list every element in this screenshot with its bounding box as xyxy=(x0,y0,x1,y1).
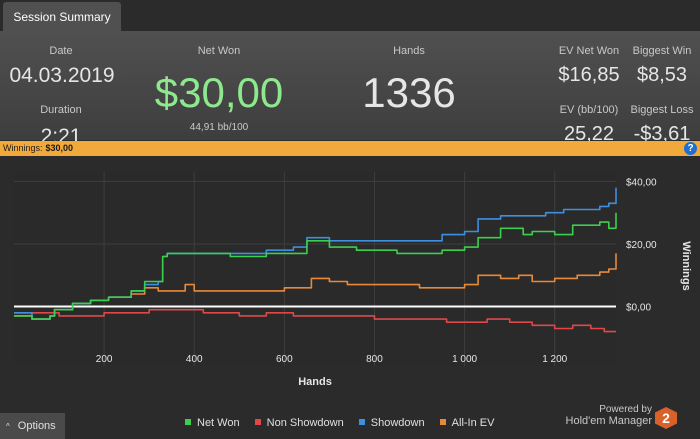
x-tick-label: 600 xyxy=(276,354,293,365)
chart-series xyxy=(14,187,617,333)
legend-swatch xyxy=(439,419,446,425)
x-tick-label: 400 xyxy=(186,354,203,365)
legend-swatch xyxy=(185,419,191,425)
y-ticks: $0,00 $20,00 $40,00 xyxy=(626,177,657,313)
date-value: 04.03.2019 xyxy=(9,64,115,87)
winnings-label: Winnings: xyxy=(3,143,43,153)
x-tick-label: 1 000 xyxy=(452,354,477,365)
tab-strip: Session Summary xyxy=(0,0,700,32)
winnings-value: $30,00 xyxy=(45,143,74,153)
powered-by: Powered by Hold'em Manager xyxy=(566,404,652,427)
x-tick-label: 200 xyxy=(96,354,113,365)
x-axis-label: Hands xyxy=(298,376,332,388)
chart-legend: Net Won Non Showdown Showdown All-In EV xyxy=(185,417,506,431)
y-tick-label: $40,00 xyxy=(626,177,657,188)
y-tick-label: $0,00 xyxy=(626,303,651,314)
ev-net-won-value: $16,85 xyxy=(558,64,620,86)
legend-label: Net Won xyxy=(197,417,240,429)
tab-session-summary[interactable]: Session Summary xyxy=(3,2,121,32)
legend-label: Non Showdown xyxy=(266,417,344,429)
net-won-label: Net Won xyxy=(197,45,241,57)
y-tick-label: $20,00 xyxy=(626,240,657,251)
hem2-logo-icon: 2 xyxy=(655,407,677,429)
legend-item-net-won: Net Won xyxy=(185,417,240,429)
x-tick-label: 1 200 xyxy=(542,354,567,365)
ev-bb100-value: 25,22 xyxy=(563,123,615,145)
series-line-non-showdown xyxy=(14,308,616,333)
legend-label: All-In EV xyxy=(451,417,495,429)
legend-item-all-in-ev: All-In EV xyxy=(439,417,495,429)
y-axis-label: Winnings xyxy=(680,241,692,290)
net-won-value: $30,00 xyxy=(154,69,284,116)
summary-panel: Date 04.03.2019 Duration 2:21 Net Won $3… xyxy=(0,31,700,148)
ev-bb100-label: EV (bb/100) xyxy=(559,104,619,116)
winnings-chart: 200 400 600 800 1 000 1 200 $0,00 $20,00 $40,00… xyxy=(14,172,692,388)
x-ticks: 200 400 600 800 1 000 1 200 xyxy=(96,354,568,365)
powered-by-text: Powered by xyxy=(599,404,652,415)
legend-swatch xyxy=(358,419,365,425)
caret-up-icon: ^ xyxy=(6,422,10,431)
winnings-bar: Winnings: $30,00 ? xyxy=(0,141,700,156)
legend-item-showdown: Showdown xyxy=(358,417,425,429)
biggest-loss-label: Biggest Loss xyxy=(630,104,694,116)
options-button[interactable]: ^ Options xyxy=(0,413,65,439)
duration-label: Duration xyxy=(40,104,82,116)
hands-label: Hands xyxy=(393,45,425,57)
legend-item-non-showdown: Non Showdown xyxy=(254,417,344,429)
ev-net-won-label: EV Net Won xyxy=(558,45,620,57)
biggest-win-value: $8,53 xyxy=(636,64,688,86)
hands-value: 1336 xyxy=(362,69,456,116)
product-name: Hold'em Manager xyxy=(565,415,652,427)
options-label: Options xyxy=(17,420,56,432)
date-label: Date xyxy=(49,45,73,57)
biggest-loss-value: -$3,61 xyxy=(633,123,691,145)
biggest-win-label: Biggest Win xyxy=(632,45,692,57)
plot-area xyxy=(14,172,616,366)
legend-label: Showdown xyxy=(370,417,425,429)
help-icon[interactable]: ? xyxy=(684,142,697,155)
legend-swatch xyxy=(254,419,261,425)
series-line-net-won xyxy=(14,212,617,320)
bb100-value: 44,91 bb/100 xyxy=(189,122,249,133)
x-tick-label: 800 xyxy=(366,354,383,365)
